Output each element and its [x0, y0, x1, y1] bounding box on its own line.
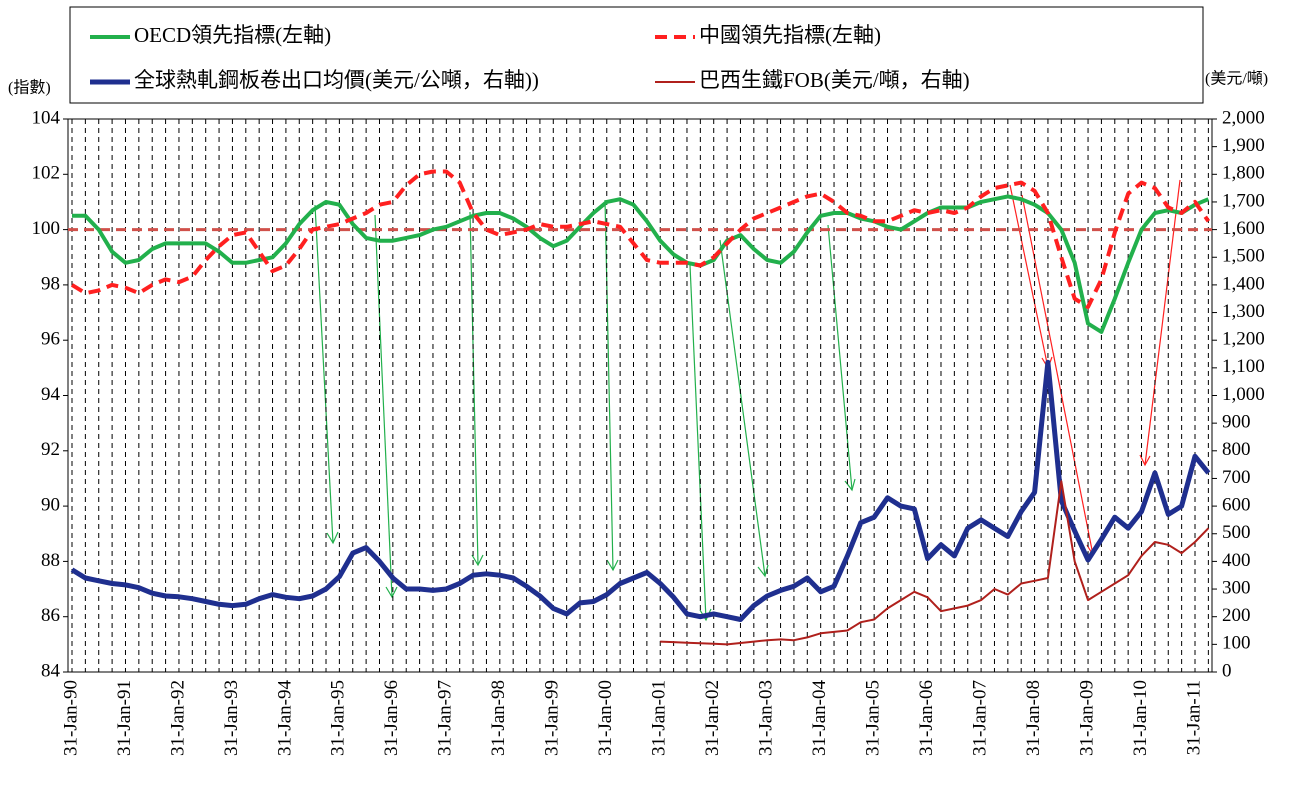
x-tick-label: 31-Jan-97 — [435, 680, 456, 756]
y2-tick-label: 700 — [1222, 467, 1251, 488]
y-tick-label: 96 — [41, 329, 60, 350]
y2-tick-label: 1,800 — [1222, 163, 1265, 184]
x-tick-label: 31-Jan-98 — [488, 680, 509, 756]
y2-tick-label: 2,000 — [1222, 107, 1265, 128]
series-line — [70, 169, 1211, 309]
x-tick-label: 31-Jan-05 — [863, 680, 884, 756]
y2-tick-label: 1,500 — [1222, 246, 1265, 267]
x-tick-label: 31-Jan-93 — [221, 680, 242, 756]
annotation-arrows — [314, 179, 1181, 622]
y2-tick-label: 300 — [1222, 577, 1251, 598]
y-tick-label: 86 — [41, 605, 60, 626]
series-line — [70, 359, 1211, 622]
y-tick-label: 102 — [32, 163, 61, 184]
y-axis-label: (指數) — [8, 79, 51, 97]
x-tick-label: 31-Jan-99 — [542, 680, 563, 756]
y2-tick-label: 200 — [1222, 605, 1251, 626]
x-tick-label: 31-Jan-08 — [1023, 680, 1044, 756]
legend-label: 中國領先指標(左軸) — [699, 23, 881, 47]
y2-axis-label: (美元/噸) — [1205, 70, 1268, 88]
series-line — [72, 194, 1210, 334]
y-tick-label: 94 — [41, 384, 61, 405]
x-tick-label: 31-Jan-11 — [1183, 680, 1204, 755]
x-tick-label: 31-Jan-07 — [969, 680, 990, 756]
y-tick-label: 88 — [41, 550, 60, 571]
y2-tick-label: 1,000 — [1222, 384, 1265, 405]
y2-tick-label: 0 — [1222, 660, 1232, 681]
series-line — [660, 480, 1210, 646]
legend-box — [69, 6, 1204, 104]
y2-tick-label: 400 — [1222, 550, 1251, 571]
y2-tick-label: 1,300 — [1222, 301, 1265, 322]
x-tick-label: 31-Jan-96 — [381, 680, 402, 756]
x-tick-label: 31-Jan-00 — [595, 680, 616, 756]
x-tick-label: 31-Jan-09 — [1076, 680, 1097, 756]
y2-tick-label: 500 — [1222, 522, 1251, 543]
x-tick-label: 31-Jan-02 — [702, 680, 723, 756]
y2-tick-label: 1,100 — [1222, 356, 1265, 377]
x-tick-label: 31-Jan-95 — [328, 680, 349, 756]
y2-tick-label: 600 — [1222, 494, 1251, 515]
x-tick-label: 31-Jan-10 — [1130, 680, 1151, 756]
y2-tick-label: 100 — [1222, 633, 1251, 654]
y2-tick-label: 1,400 — [1222, 273, 1265, 294]
x-tick-label: 31-Jan-06 — [916, 680, 937, 756]
y2-tick-label: 1,200 — [1222, 329, 1265, 350]
y2-tick-label: 1,700 — [1222, 190, 1265, 211]
y-tick-label: 98 — [41, 273, 60, 294]
y2-tick-label: 1,900 — [1222, 135, 1265, 156]
legend-label: 全球熱軋鋼板卷出口均價(美元/公噸，右軸)) — [134, 68, 539, 92]
legend-label: OECD領先指標(左軸) — [134, 23, 331, 47]
legend-label: 巴西生鐵FOB(美元/噸，右軸) — [699, 68, 970, 92]
x-tick-label: 31-Jan-04 — [809, 680, 830, 756]
y2-tick-label: 800 — [1222, 439, 1251, 460]
y2-tick-label: 1,600 — [1222, 218, 1265, 239]
x-tick-label: 31-Jan-01 — [649, 680, 670, 756]
y-tick-label: 92 — [41, 439, 60, 460]
x-tick-label: 31-Jan-90 — [60, 680, 81, 756]
y-tick-label: 100 — [32, 218, 61, 239]
x-tick-label: 31-Jan-91 — [114, 680, 135, 756]
plot-frame — [67, 118, 1213, 673]
y-tick-label: 104 — [32, 107, 61, 128]
y2-tick-label: 900 — [1222, 412, 1251, 433]
x-tick-label: 31-Jan-92 — [167, 680, 188, 756]
x-tick-label: 31-Jan-03 — [756, 680, 777, 756]
y-tick-label: 90 — [41, 494, 60, 515]
y-tick-label: 84 — [41, 660, 61, 681]
x-tick-label: 31-Jan-94 — [274, 680, 295, 756]
